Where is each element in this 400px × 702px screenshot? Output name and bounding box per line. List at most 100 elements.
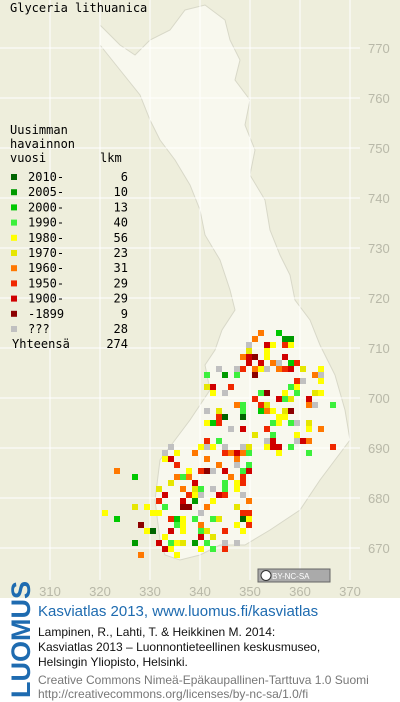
legend-count: 29	[114, 276, 128, 290]
occurrence	[246, 522, 252, 528]
legend-label: 1960-	[28, 261, 64, 275]
occurrence	[192, 486, 198, 492]
occurrence	[198, 510, 204, 516]
occurrence	[174, 522, 180, 528]
x-label: 350	[239, 584, 261, 599]
occurrence	[204, 528, 210, 534]
y-label: 700	[368, 391, 390, 406]
occurrence	[186, 492, 192, 498]
occurrence	[288, 366, 294, 372]
occurrence	[222, 468, 228, 474]
legend-swatch	[11, 310, 17, 317]
occurrence	[174, 516, 180, 522]
occurrence	[258, 366, 264, 372]
occurrence	[252, 354, 258, 360]
link[interactable]: Kasviatlas 2013, www.luomus.fi/kasviatla…	[38, 603, 318, 620]
occurrence	[222, 486, 228, 492]
occurrence	[306, 426, 312, 432]
x-label: 330	[139, 584, 161, 599]
citation: Kasviatlas 2013 – Luonnontieteellinen ke…	[38, 640, 320, 654]
occurrence	[246, 450, 252, 456]
occurrence	[222, 480, 228, 486]
occurrence	[228, 384, 234, 390]
occurrence	[258, 390, 264, 396]
occurrence	[144, 504, 150, 510]
logo: LUOMUS	[6, 581, 36, 698]
land	[99, 4, 351, 561]
occurrence	[240, 516, 246, 522]
y-label: 710	[368, 341, 390, 356]
occurrence	[180, 528, 186, 534]
occurrence	[162, 504, 168, 510]
occurrence	[288, 420, 294, 426]
y-label: 740	[368, 191, 390, 206]
total-value: 274	[106, 337, 128, 351]
occurrence	[258, 408, 264, 414]
occurrence	[282, 342, 288, 348]
occurrence	[264, 426, 270, 432]
occurrence	[246, 516, 252, 522]
occurrence	[276, 366, 282, 372]
occurrence	[288, 408, 294, 414]
occurrence	[264, 390, 270, 396]
occurrence	[222, 390, 228, 396]
x-label: 320	[89, 584, 111, 599]
occurrence	[216, 414, 222, 420]
occurrence	[246, 342, 252, 348]
occurrence	[318, 426, 324, 432]
occurrence	[240, 354, 246, 360]
occurrence	[252, 366, 258, 372]
occurrence	[234, 540, 240, 546]
occurrence	[168, 540, 174, 546]
occurrence	[180, 474, 186, 480]
occurrence	[288, 360, 294, 366]
occurrence	[210, 420, 216, 426]
occurrence	[276, 420, 282, 426]
occurrence	[270, 342, 276, 348]
occurrence	[216, 420, 222, 426]
occurrence	[210, 516, 216, 522]
occurrence	[282, 414, 288, 420]
occurrence	[180, 504, 186, 510]
occurrence	[204, 456, 210, 462]
occurrence	[198, 492, 204, 498]
occurrence	[276, 444, 282, 450]
occurrence	[294, 432, 300, 438]
occurrence	[222, 528, 228, 534]
occurrence	[318, 378, 324, 384]
occurrence	[138, 552, 144, 558]
occurrence	[162, 546, 168, 552]
occurrence	[156, 510, 162, 516]
x-label: 340	[189, 584, 211, 599]
occurrence	[210, 498, 216, 504]
occurrence	[306, 402, 312, 408]
occurrence	[306, 396, 312, 402]
citation: Helsingin Yliopisto, Helsinki.	[38, 655, 188, 669]
legend-count: 10	[114, 185, 128, 199]
occurrence	[276, 414, 282, 420]
occurrence	[234, 486, 240, 492]
occurrence	[246, 360, 252, 366]
occurrence	[294, 390, 300, 396]
occurrence	[180, 516, 186, 522]
occurrence	[312, 390, 318, 396]
occurrence	[240, 444, 246, 450]
occurrence	[246, 468, 252, 474]
occurrence	[138, 522, 144, 528]
y-label: 730	[368, 241, 390, 256]
occurrence	[288, 444, 294, 450]
occurrence	[318, 372, 324, 378]
citation: Lampinen, R., Lahti, T. & Heikkinen M. 2…	[38, 625, 275, 639]
y-label: 750	[368, 141, 390, 156]
cc-badge	[257, 568, 331, 583]
occurrence	[294, 378, 300, 384]
occurrence	[216, 366, 222, 372]
x-label: 370	[339, 584, 361, 599]
occurrence	[180, 486, 186, 492]
license: Creative Commons Nimeä-Epäkaupallinen-Ta…	[38, 673, 369, 687]
occurrence	[294, 360, 300, 366]
occurrence	[216, 438, 222, 444]
occurrence	[282, 408, 288, 414]
occurrence	[180, 498, 186, 504]
